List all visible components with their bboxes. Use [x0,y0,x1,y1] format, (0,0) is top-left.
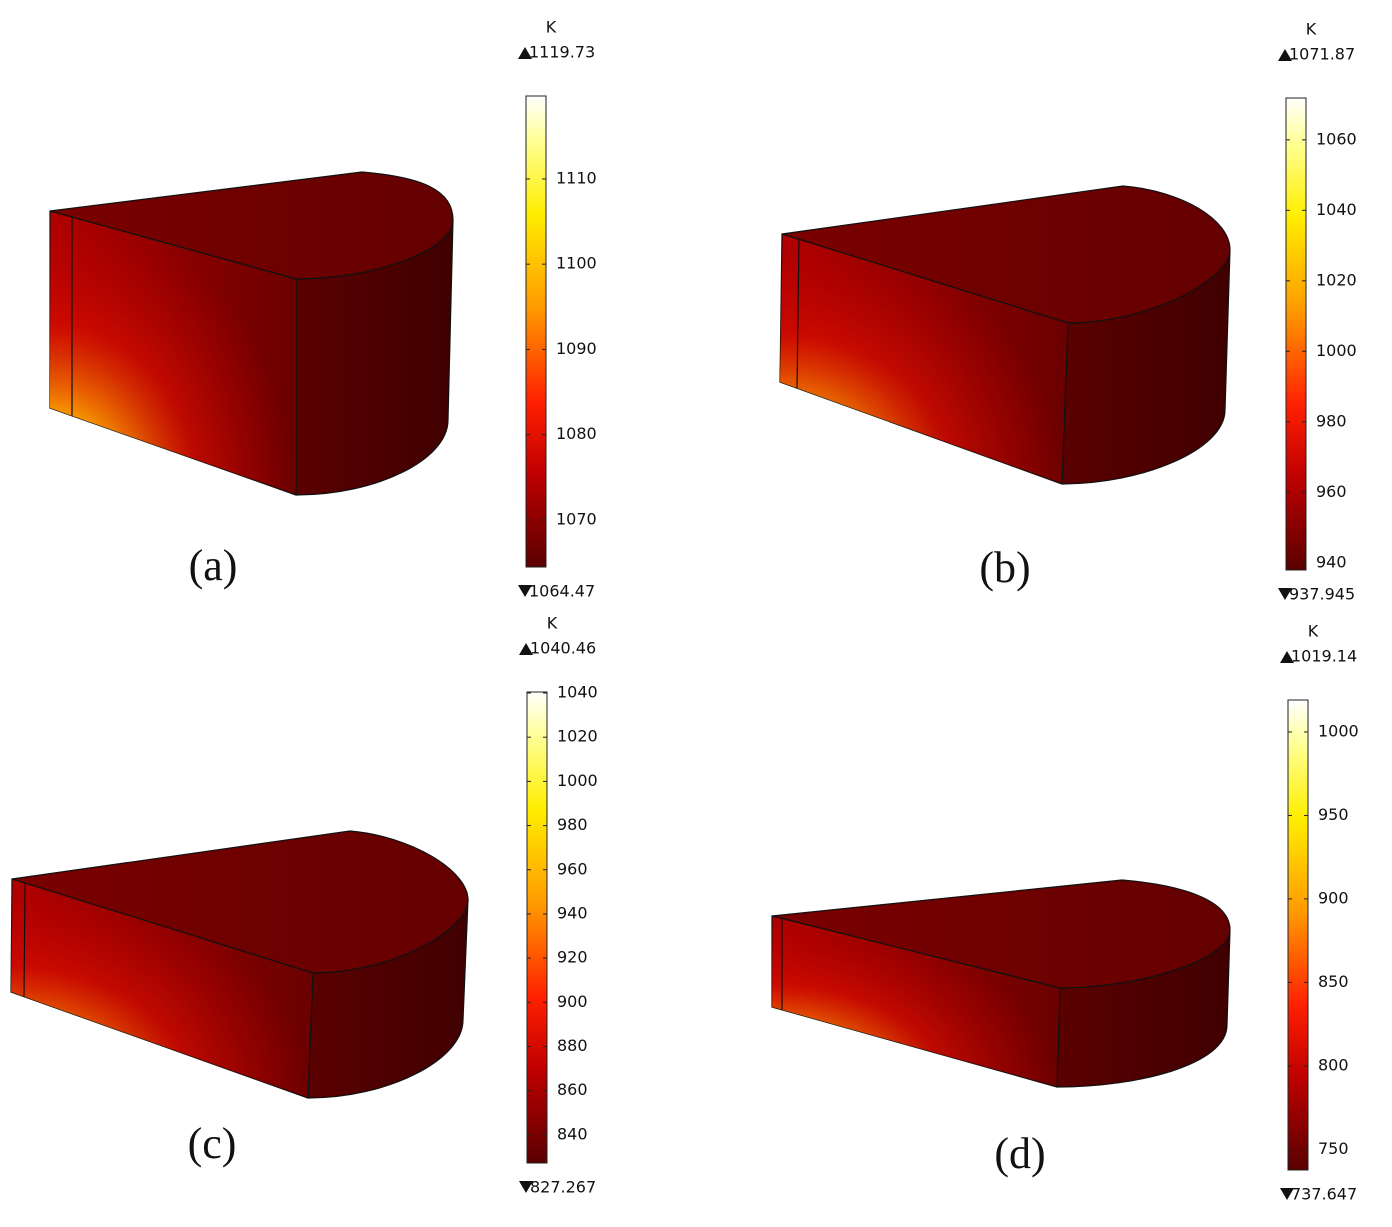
unit: K [1308,622,1319,641]
tick-label: 1040 [557,683,598,702]
tick-label: 900 [557,992,588,1011]
tick-label: 1020 [557,727,598,746]
panel-label: (a) [189,541,238,590]
unit: K [546,18,557,37]
tick-label: 840 [557,1124,588,1143]
tick-label: 1090 [556,339,597,358]
tick-label: 850 [1318,972,1349,991]
tick-label: 880 [557,1036,588,1055]
min-arrow [1280,1188,1294,1200]
tick-label: 860 [557,1080,588,1099]
tick-label: 1070 [556,509,597,528]
colorbar [1285,97,1307,571]
hot-spot [772,916,1060,1087]
min-arrow [518,585,532,597]
tick-label: 1060 [1316,129,1357,148]
tick-label: 940 [1316,552,1347,571]
tick-label: 800 [1318,1055,1349,1074]
tick-label: 750 [1318,1139,1349,1158]
max-arrow [519,643,533,655]
hot-spot [780,234,1068,484]
unit: K [1306,20,1317,39]
tick-label: 1000 [1316,341,1357,360]
tick-label: 980 [1316,411,1347,430]
min-arrow [1278,588,1292,600]
tick-label: 900 [1318,888,1349,907]
tick-label: 1080 [556,424,597,443]
colorbar [1287,699,1309,1171]
tick-label: 1020 [1316,270,1357,289]
colorbar [526,691,548,1164]
tick-label: 950 [1318,805,1349,824]
max-arrow [1278,49,1292,61]
tick-label: 1110 [556,168,597,187]
panel-label: (b) [979,543,1030,592]
max-value: 1119.73 [529,43,595,62]
tick-label: 920 [557,948,588,967]
side-face [1056,929,1231,1088]
strip-edge [23,883,26,997]
max-arrow [518,47,532,59]
min-arrow [519,1181,533,1193]
max-arrow [1280,651,1294,663]
tick-label: 980 [557,815,588,834]
unit: K [547,614,558,633]
min-value: 937.945 [1289,585,1355,604]
side-face [1061,249,1231,485]
colorbar [525,95,547,568]
min-value: 1064.47 [529,582,595,601]
panel-label: (d) [994,1129,1045,1178]
max-value: 1040.46 [530,639,596,658]
tick-label: 1100 [556,254,597,273]
strip-edge [796,239,800,389]
tick-label: 960 [1316,482,1347,501]
panel-label: (c) [188,1119,237,1168]
tick-label: 940 [557,903,588,922]
tick-label: 1000 [1318,721,1359,740]
hot-spot [50,211,296,495]
max-value: 1071.87 [1289,45,1355,64]
tick-label: 960 [557,859,588,878]
hot-spot [11,879,313,1098]
side-face [307,899,469,1099]
tick-label: 1040 [1316,200,1357,219]
min-value: 827.267 [530,1178,596,1197]
max-value: 1019.14 [1291,647,1357,666]
tick-label: 1000 [557,771,598,790]
side-face [295,219,454,496]
min-value: 737.647 [1291,1185,1357,1204]
